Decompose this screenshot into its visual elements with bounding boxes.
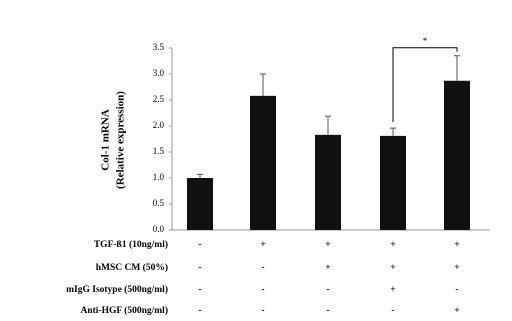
- condition-mark: +: [454, 263, 459, 273]
- condition-mark: -: [455, 285, 458, 295]
- condition-label: Anti-HGF (500ng/ml): [80, 305, 168, 316]
- condition-mark: +: [390, 240, 395, 250]
- y-tick-label: 1.0: [153, 172, 165, 182]
- error-bar: [260, 73, 266, 96]
- condition-mark: +: [454, 240, 459, 250]
- error-bar: [325, 115, 331, 135]
- condition-mark: -: [326, 306, 329, 316]
- condition-label: hMSC CM (50%): [96, 262, 168, 273]
- y-tick-label: 3.0: [153, 68, 165, 78]
- bar: [250, 95, 276, 230]
- significance-label: *: [423, 36, 428, 46]
- condition-mark: +: [325, 263, 330, 273]
- y-axis-label: (Relative expression): [115, 91, 127, 189]
- bar: [315, 134, 341, 230]
- y-tick-label: 0.0: [153, 224, 165, 234]
- y-tick-label: 3.5: [153, 42, 165, 52]
- bar: [187, 178, 213, 230]
- y-tick-label: 2.0: [153, 120, 165, 130]
- condition-mark: -: [391, 306, 394, 316]
- y-axis-label: Col-1 mRNA: [100, 109, 112, 170]
- condition-mark: -: [326, 285, 329, 295]
- condition-mark: -: [261, 285, 264, 295]
- condition-mark: -: [261, 306, 264, 316]
- condition-mark: -: [198, 263, 201, 273]
- bar: [380, 135, 406, 230]
- condition-mark: +: [325, 240, 330, 250]
- y-tick-label: 2.5: [153, 94, 165, 104]
- error-bar: [454, 55, 460, 81]
- condition-label: mIgG Isotype (500ng/ml): [66, 284, 168, 295]
- condition-mark: +: [260, 240, 265, 250]
- condition-mark: +: [454, 306, 459, 316]
- condition-label: TGF-ß1 (10ng/ml): [94, 239, 168, 250]
- error-bar: [390, 127, 396, 136]
- condition-mark: +: [390, 285, 395, 295]
- condition-mark: -: [261, 263, 264, 273]
- condition-mark: +: [390, 263, 395, 273]
- significance-bracket: [392, 47, 458, 123]
- y-tick-label: 1.5: [153, 146, 165, 156]
- condition-mark: -: [198, 285, 201, 295]
- y-tick-label: 0.5: [153, 198, 165, 208]
- bar: [444, 80, 470, 230]
- error-bar: [197, 173, 203, 178]
- condition-mark: -: [198, 240, 201, 250]
- condition-mark: -: [198, 306, 201, 316]
